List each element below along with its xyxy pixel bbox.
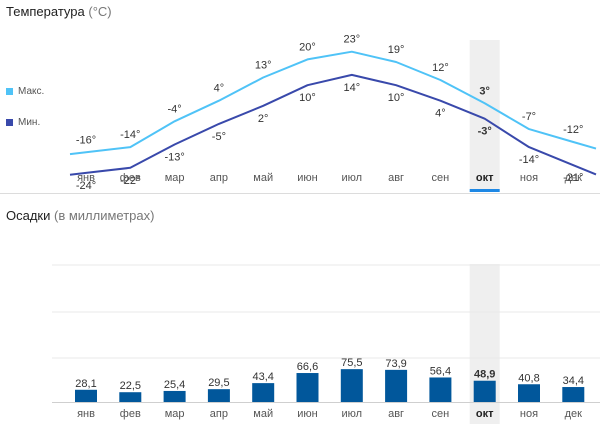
precipitation-value-label: 29,5 <box>208 377 229 389</box>
precipitation-bar <box>163 390 186 402</box>
precipitation-month-label: июн <box>297 408 317 420</box>
min-temperature-label: -21° <box>563 172 583 184</box>
max-temperature-label: 23° <box>343 34 360 46</box>
legend-max-swatch <box>6 87 13 95</box>
precipitation-value-label: 66,6 <box>297 361 318 373</box>
temperature-month-label: авг <box>388 172 404 184</box>
max-temperature-label: 12° <box>432 62 449 74</box>
temperature-chart: -16° -14° -4° 4° 13° 20° 23° 19° 12° 3° -7° -12° -24… <box>69 34 597 192</box>
temperature-month-label: сен <box>432 172 450 184</box>
max-temperature-label: -14° <box>120 129 140 141</box>
precipitation-title: Осадки (в миллиметрах) <box>6 208 154 223</box>
highlight-tab-indicator <box>469 189 500 192</box>
precipitation-month-label: май <box>253 408 273 420</box>
min-temperature-label: -22° <box>120 175 140 187</box>
precipitation-month-label: фев <box>120 408 141 420</box>
temperature-month-label: окт <box>476 172 494 184</box>
precipitation-value-label: 28,1 <box>75 378 96 390</box>
temperature-unit: (°C) <box>88 4 112 19</box>
min-temperature-label: -24° <box>76 180 96 192</box>
max-temperature-label: 13° <box>255 59 272 71</box>
precipitation-month-label: мар <box>165 408 185 420</box>
temperature-month-label: июл <box>342 172 363 184</box>
max-temperature-label: 4° <box>214 83 225 95</box>
temperature-month-label: янв <box>77 172 95 184</box>
precipitation-title-text: Осадки <box>6 208 51 223</box>
precipitation-value-label: 48,9 <box>474 369 495 381</box>
precipitation-bar <box>518 384 540 402</box>
temperature-month-label: ноя <box>520 172 538 184</box>
precipitation-value-label: 40,8 <box>518 372 539 384</box>
precipitation-bar <box>252 383 275 402</box>
temperature-month-label: май <box>253 172 273 184</box>
precipitation-bar <box>207 389 230 402</box>
max-temperature-label: 20° <box>299 41 316 53</box>
precipitation-value-label: 43,4 <box>252 371 273 383</box>
min-temperature-label: 10° <box>299 92 316 104</box>
min-temperature-line <box>69 73 597 176</box>
precipitation-unit: (в миллиметрах) <box>54 208 155 223</box>
precipitation-bar <box>296 373 319 402</box>
max-temperature-label: -7° <box>522 111 536 123</box>
precipitation-chart: 28,1 янв 22,5 фев 25,4 мар 29,5 апр 43,4 май 66,6 и… <box>52 264 600 424</box>
min-temperature-label: -5° <box>212 131 226 143</box>
legend-min-label: Мин. <box>18 117 41 128</box>
precipitation-bar <box>119 392 142 402</box>
precipitation-month-label: янв <box>77 408 95 420</box>
precipitation-bar <box>473 380 496 402</box>
legend-max: Макс. <box>6 86 44 97</box>
max-temperature-label: -4° <box>168 103 182 115</box>
max-temperature-label: -16° <box>76 134 96 146</box>
temperature-title-text: Температура <box>6 4 85 19</box>
min-temperature-label: 14° <box>343 82 360 94</box>
precipitation-value-label: 34,4 <box>563 375 584 387</box>
min-temperature-label: 4° <box>435 108 446 120</box>
min-temperature-label: -3° <box>478 126 492 138</box>
precipitation-month-label: сен <box>432 408 450 420</box>
precipitation-month-label: июл <box>342 408 363 420</box>
min-temperature-label: 2° <box>258 113 269 125</box>
precipitation-month-label: окт <box>476 408 494 420</box>
max-temperature-label: 3° <box>479 85 490 97</box>
precipitation-bar <box>385 369 408 402</box>
min-temperature-label: 10° <box>388 92 405 104</box>
legend-max-label: Макс. <box>18 86 45 97</box>
temperature-title: Температура (°C) <box>6 4 112 19</box>
legend-min-swatch <box>6 118 13 126</box>
min-temperature-label: -13° <box>164 152 184 164</box>
precipitation-value-label: 22,5 <box>120 380 141 392</box>
precipitation-value-label: 25,4 <box>164 379 185 391</box>
precipitation-value-label: 73,9 <box>385 358 406 370</box>
precipitation-bar <box>340 369 363 402</box>
legend-min: Мин. <box>6 117 40 128</box>
precipitation-bar <box>75 389 97 402</box>
temperature-month-label: апр <box>210 172 228 184</box>
max-temperature-label: 19° <box>388 44 405 56</box>
max-temperature-line <box>69 50 597 156</box>
temperature-month-label: июн <box>297 172 317 184</box>
temperature-month-label: фев <box>120 172 141 184</box>
temperature-month-label: дек <box>565 172 583 184</box>
section-divider <box>0 193 600 194</box>
precipitation-month-label: дек <box>565 408 583 420</box>
precipitation-bar <box>562 387 585 402</box>
precipitation-month-label: авг <box>388 408 404 420</box>
max-temperature-label: -12° <box>563 124 583 136</box>
precipitation-month-label: ноя <box>520 408 538 420</box>
precipitation-bar <box>429 377 452 402</box>
precipitation-value-label: 75,5 <box>341 357 362 369</box>
min-temperature-label: -14° <box>519 154 539 166</box>
precipitation-month-label: апр <box>210 408 228 420</box>
temperature-month-label: мар <box>165 172 185 184</box>
precipitation-value-label: 56,4 <box>430 365 451 377</box>
